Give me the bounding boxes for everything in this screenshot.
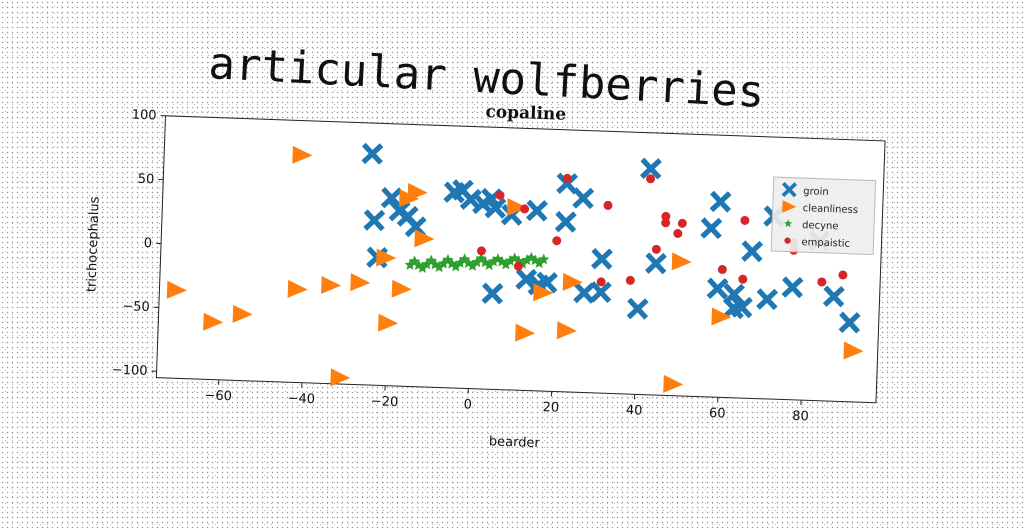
- legend-label: decyne: [802, 220, 839, 232]
- legend-label: groin: [803, 186, 829, 198]
- x-tick-label: 60: [709, 406, 726, 422]
- y-axis-label: trichocephalus: [84, 196, 102, 292]
- x-axis-label: bearder: [489, 434, 541, 451]
- legend: groin cleanliness decyne empaistic: [771, 177, 876, 255]
- legend-label: cleanliness: [802, 203, 858, 216]
- chart-title: copaline: [485, 102, 567, 125]
- x-tick-label: 80: [792, 409, 809, 425]
- legend-label: empaistic: [801, 237, 850, 250]
- x-tick-label: −40: [287, 391, 315, 407]
- x-tick-label: −20: [371, 394, 399, 410]
- y-tick-label: −100: [112, 363, 148, 379]
- x-tick-label: 0: [463, 397, 472, 412]
- y-tick-label: 0: [144, 236, 153, 251]
- x-tick-label: −60: [204, 388, 232, 404]
- y-tick-label: 100: [131, 108, 156, 124]
- x-tick-label: 40: [626, 403, 643, 419]
- y-tick-label: −50: [122, 299, 150, 315]
- x-tick-label: 20: [542, 400, 559, 416]
- y-tick-label: 50: [137, 172, 154, 188]
